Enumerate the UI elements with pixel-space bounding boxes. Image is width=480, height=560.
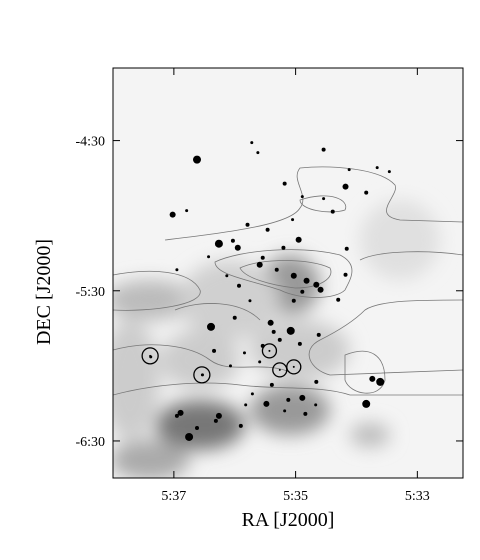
- source-dot: [232, 315, 237, 320]
- source-dot: [185, 432, 194, 441]
- source-dot: [212, 348, 217, 353]
- source-center: [149, 354, 152, 357]
- plot-frame: [112, 67, 464, 479]
- source-dot: [303, 277, 310, 284]
- source-dot: [314, 379, 319, 384]
- source-dot: [258, 360, 262, 364]
- source-dot: [303, 411, 308, 416]
- source-dot: [274, 267, 279, 272]
- source-dot: [267, 319, 274, 326]
- source-dot: [230, 238, 235, 243]
- source-dot: [265, 227, 270, 232]
- source-dot: [375, 166, 379, 170]
- source-dot: [244, 403, 248, 407]
- source-dot: [317, 286, 324, 293]
- source-dot: [376, 377, 385, 386]
- source-dot: [271, 329, 276, 334]
- y-tick-label: -6:30: [75, 435, 105, 450]
- source-dot: [330, 209, 335, 214]
- source-dot: [300, 289, 305, 294]
- source-dot: [322, 197, 326, 201]
- source-circle: [286, 359, 302, 375]
- x-axis-title: RA [J2000]: [242, 509, 335, 531]
- y-tick-label: -5:30: [75, 285, 105, 300]
- source-dot: [248, 299, 252, 303]
- source-dot: [299, 394, 306, 401]
- source-dot: [316, 332, 321, 337]
- source-dot: [344, 246, 349, 251]
- source-dot: [347, 168, 351, 172]
- source-dot: [369, 375, 376, 382]
- x-tick-label: 5:33: [405, 489, 430, 504]
- source-dot: [174, 413, 179, 418]
- source-dot: [297, 341, 302, 346]
- source-dot: [321, 147, 326, 152]
- contours: [113, 166, 463, 396]
- source-dot: [387, 170, 391, 174]
- source-circle: [193, 366, 211, 384]
- source-dot: [286, 326, 295, 335]
- source-dot: [185, 209, 189, 213]
- source-dot: [291, 218, 295, 222]
- source-circle: [261, 343, 278, 359]
- plot-layer: 5:37 5:35 5:33 -4:30 -5:30 -6:30: [75, 68, 463, 504]
- source-dot: [336, 297, 341, 302]
- source-circle: [141, 347, 159, 365]
- source-dot: [295, 236, 302, 243]
- source-dot: [343, 272, 348, 277]
- source-dot: [269, 382, 274, 387]
- source-dot: [314, 403, 318, 407]
- source-dot: [313, 281, 320, 288]
- source-dot: [286, 397, 291, 402]
- source-dot: [281, 245, 286, 250]
- source-dot: [256, 151, 260, 155]
- source-dot: [245, 222, 250, 227]
- source-center: [278, 368, 281, 371]
- source-dot: [234, 244, 241, 251]
- source-dot: [207, 255, 211, 259]
- source-dot: [291, 298, 296, 303]
- source-dot: [342, 183, 349, 190]
- source-dot: [364, 190, 369, 195]
- source-dot: [193, 155, 201, 164]
- source-dot: [238, 423, 243, 428]
- source-dot: [260, 255, 265, 260]
- source-dot: [300, 195, 304, 199]
- source-dot: [283, 409, 287, 413]
- source-dot: [213, 418, 218, 423]
- source-dot: [290, 272, 297, 279]
- source-dot: [207, 322, 215, 331]
- source-dot: [195, 425, 199, 430]
- source-dot: [175, 268, 179, 272]
- background-image: [113, 68, 463, 478]
- source-dot: [277, 337, 282, 342]
- y-tick-label: -4:30: [75, 135, 105, 150]
- source-center: [292, 365, 295, 368]
- source-dot: [242, 351, 246, 355]
- source-dot: [263, 400, 270, 407]
- source-dot: [282, 181, 287, 186]
- source-dot: [225, 274, 229, 278]
- source-dot: [250, 141, 254, 145]
- source-dot: [256, 261, 263, 268]
- source-dot: [362, 399, 371, 408]
- source-dot: [215, 412, 222, 419]
- y-axis-title: DEC [J2000]: [33, 239, 55, 345]
- source-dot: [237, 283, 241, 288]
- source-dot: [228, 364, 232, 368]
- source-dot: [169, 211, 176, 218]
- source-center: [200, 373, 203, 376]
- x-tick-label: 5:35: [283, 489, 308, 504]
- source-dot: [214, 239, 223, 248]
- source-dot: [177, 409, 184, 416]
- x-tick-label: 5:37: [161, 489, 186, 504]
- source-center: [268, 349, 271, 352]
- source-dot: [250, 392, 254, 396]
